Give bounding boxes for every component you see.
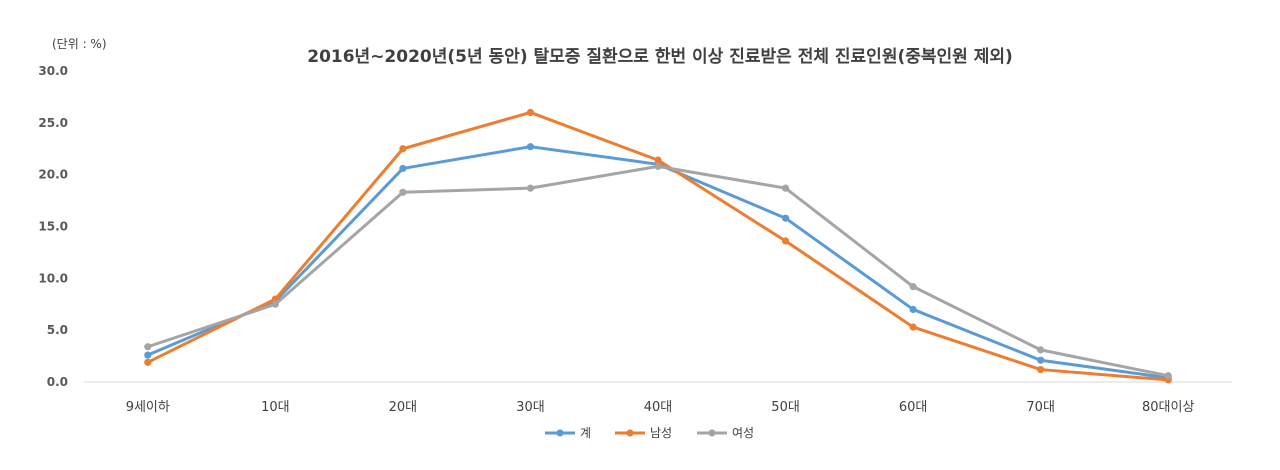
data-point <box>1037 356 1045 364</box>
legend-item: 계 <box>545 426 591 440</box>
data-point <box>144 343 152 351</box>
x-tick-label: 20대 <box>389 400 418 415</box>
y-axis: 0.0 5.0 10.0 15.0 20.0 25.0 30.0 <box>38 64 68 389</box>
series-line <box>146 110 1170 382</box>
data-point <box>1164 372 1172 380</box>
x-tick-label: 60대 <box>899 400 928 415</box>
legend-item: 여성 <box>697 426 754 440</box>
y-tick-label: 10.0 <box>38 271 68 285</box>
legend-label: 계 <box>580 426 591 440</box>
y-tick-label: 25.0 <box>38 116 68 130</box>
data-point <box>1037 365 1045 374</box>
x-tick-label: 9세이하 <box>126 400 170 415</box>
data-point <box>654 162 662 170</box>
series-2 <box>144 108 1172 384</box>
legend-swatch-marker <box>556 429 564 437</box>
data-point <box>909 305 917 314</box>
series-1 <box>144 143 1172 382</box>
y-tick-label: 0.0 <box>47 375 68 389</box>
chart-title: 2016년~2020년(5년 동안) 탈모증 질환으로 한번 이상 진료받은 전… <box>307 46 1013 67</box>
y-tick-label: 15.0 <box>38 220 68 234</box>
data-point <box>399 164 407 173</box>
series-line <box>146 145 1170 380</box>
unit-label: (단위 : %) <box>52 37 107 51</box>
x-tick-label: 40대 <box>644 400 673 415</box>
data-point <box>526 184 535 192</box>
x-axis: 9세이하 10대 20대 30대 40대 50대 60대 70대 80대이상 <box>84 381 1232 415</box>
y-tick-label: 20.0 <box>38 168 68 182</box>
data-point <box>144 351 152 359</box>
data-point <box>399 145 407 153</box>
x-tick-label: 50대 <box>771 400 800 415</box>
data-point <box>1037 346 1045 354</box>
legend-label: 여성 <box>732 426 754 440</box>
x-tick-label: 30대 <box>516 400 545 415</box>
data-point <box>909 323 917 331</box>
legend-swatch-marker <box>708 429 716 437</box>
series-layer <box>144 108 1172 384</box>
data-point <box>144 358 152 366</box>
data-point <box>654 156 662 164</box>
data-point <box>399 188 407 196</box>
data-point <box>781 214 790 222</box>
data-point <box>526 143 535 151</box>
data-point <box>271 300 279 308</box>
data-point <box>909 283 917 291</box>
data-point <box>781 184 790 192</box>
data-point <box>526 108 535 117</box>
legend-label: 남성 <box>650 426 672 440</box>
x-tick-label: 10대 <box>261 400 290 415</box>
y-tick-label: 30.0 <box>38 64 68 78</box>
legend-item: 남성 <box>615 426 672 440</box>
legend: 계 남성 여성 <box>545 426 754 440</box>
y-tick-label: 5.0 <box>47 323 68 337</box>
series-3 <box>144 162 1172 380</box>
data-point <box>781 237 790 245</box>
x-tick-label: 70대 <box>1026 400 1055 415</box>
x-tick-label: 80대이상 <box>1142 400 1194 415</box>
legend-swatch-marker <box>626 429 634 437</box>
